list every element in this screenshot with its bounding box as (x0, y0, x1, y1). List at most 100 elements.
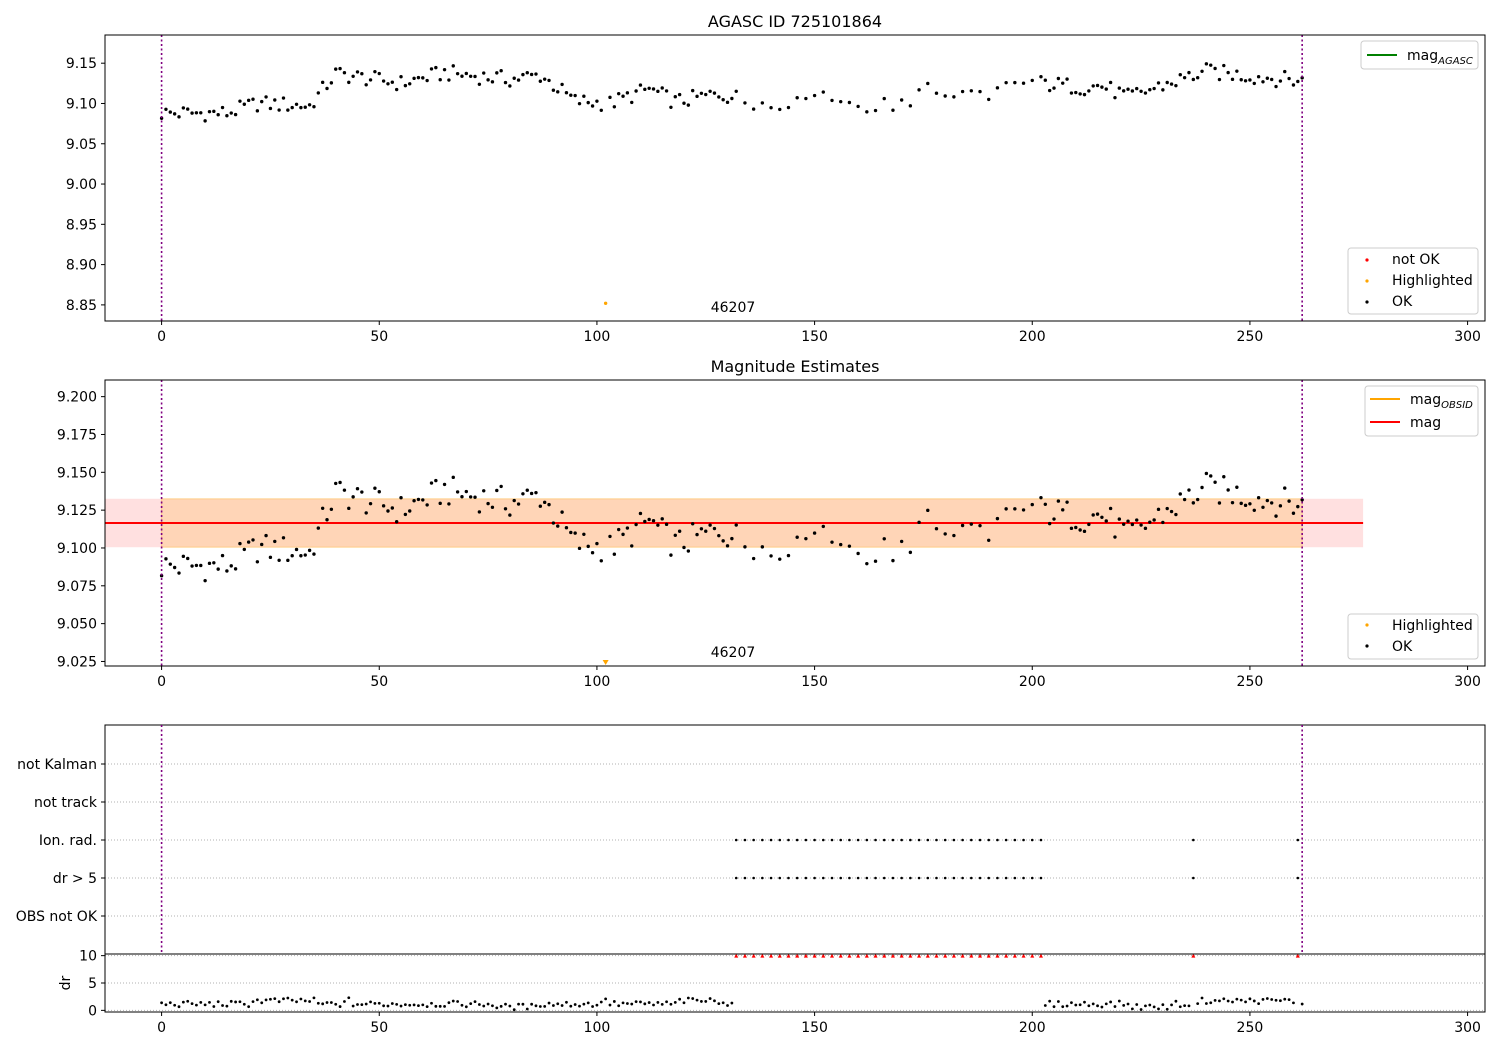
data-point-ok (486, 501, 490, 506)
flag-point (882, 838, 886, 842)
flag-point (778, 838, 782, 842)
dr-point (1161, 1003, 1165, 1007)
data-point-ok (734, 523, 738, 527)
dr-point (456, 1000, 460, 1003)
data-point-ok (686, 549, 691, 553)
data-point-ok (455, 71, 460, 76)
data-point-ok (460, 74, 464, 78)
panel3-grid (105, 763, 1485, 917)
data-point-ok (377, 71, 381, 76)
x-tick-label: 300 (1454, 674, 1481, 690)
legend-mag-agasc-sub: AGASC (1437, 56, 1473, 67)
data-point-ok (595, 541, 599, 546)
data-point-ok (812, 531, 817, 535)
x-tick-label: 100 (584, 329, 611, 345)
data-point-ok (952, 95, 956, 99)
data-point-ok (473, 495, 477, 499)
dr-point (1196, 1002, 1200, 1006)
data-point-ok (743, 101, 747, 105)
data-point-ok (873, 108, 878, 113)
data-point-ok (682, 545, 686, 550)
panel1-legend-lines: magAGASC (1360, 40, 1479, 70)
dr-point (1261, 997, 1265, 1001)
data-point-ok (429, 67, 434, 71)
dr-point (195, 1003, 198, 1007)
data-point-ok (281, 536, 286, 540)
data-point-ok (1256, 496, 1261, 500)
dr-point (1278, 999, 1282, 1003)
data-point-ok (643, 87, 647, 92)
data-point-highlighted (603, 301, 608, 305)
data-point-ok (1300, 498, 1304, 502)
data-point-ok (960, 523, 965, 528)
data-point-ok (538, 504, 543, 508)
dr-point (508, 1004, 512, 1008)
data-point-ok (1056, 76, 1061, 81)
panel2-legend-lines: magOBSID mag (1364, 385, 1479, 437)
data-point-ok (599, 108, 603, 113)
dr-point (1074, 1003, 1078, 1007)
dr-point (704, 1000, 708, 1003)
flag-point (761, 838, 764, 842)
data-point-ok (1191, 77, 1196, 82)
data-point-ok (1021, 508, 1026, 512)
data-point-ok (255, 109, 260, 113)
dr-point (665, 1000, 668, 1004)
data-point-ok (1095, 512, 1100, 516)
dr-point (199, 1000, 203, 1004)
dr-point (591, 1005, 594, 1008)
panel-dr: 0 50 100 150 200 250 300 0 5 10 dr (58, 725, 1486, 1036)
data-point-ok (560, 510, 564, 514)
data-point-ok (320, 506, 325, 511)
data-point-ok (186, 556, 190, 561)
data-point-ok (442, 482, 447, 487)
data-point-ok (590, 104, 595, 108)
data-point-ok (1152, 86, 1156, 91)
x-tick-label: 200 (1019, 329, 1046, 345)
dr-point (373, 1001, 377, 1005)
flag-point (787, 876, 790, 880)
data-point-ok (699, 91, 704, 95)
dr-capped-point (882, 954, 887, 958)
data-point-ok (978, 89, 982, 94)
dr-point (417, 1004, 420, 1008)
data-point-ok (220, 553, 225, 558)
dr-point (1056, 1000, 1060, 1003)
data-point-ok (1056, 499, 1061, 503)
dr-capped-point (830, 954, 835, 958)
data-point-ok (1287, 499, 1291, 503)
dr-point (608, 1003, 612, 1007)
data-point-ok (1065, 500, 1069, 504)
data-point-ok (1243, 79, 1248, 83)
dr-point (299, 997, 303, 1001)
data-point-ok (273, 539, 277, 544)
data-point-ok (499, 69, 503, 73)
dr-capped-point (742, 954, 747, 958)
data-point-ok (220, 105, 225, 110)
y-tick-label: 9.15 (66, 56, 97, 72)
data-point-ok (482, 489, 486, 493)
data-point-ok (168, 562, 172, 566)
data-point-ok (1069, 91, 1074, 95)
flag-point (865, 838, 869, 842)
data-point-ok (778, 107, 782, 112)
dr-capped-point (734, 954, 739, 958)
data-point-ok (656, 89, 660, 94)
dr-capped-point (751, 954, 756, 958)
data-point-ok (464, 489, 469, 494)
dr-point (312, 996, 316, 1000)
data-point-ok (1121, 89, 1126, 93)
dr-point (1231, 1000, 1234, 1004)
data-point-ok (355, 486, 360, 491)
data-point-ok (246, 540, 251, 544)
dr-capped-point (838, 954, 843, 958)
data-point-ok (1135, 86, 1139, 91)
data-point-ok (490, 80, 495, 84)
data-point-ok (643, 519, 647, 524)
data-point-ok (804, 536, 808, 541)
data-point-ok (468, 495, 473, 499)
panel1-title: AGASC ID 725101864 (708, 12, 882, 31)
dr-point (412, 1003, 416, 1007)
data-point-ok (299, 105, 303, 110)
